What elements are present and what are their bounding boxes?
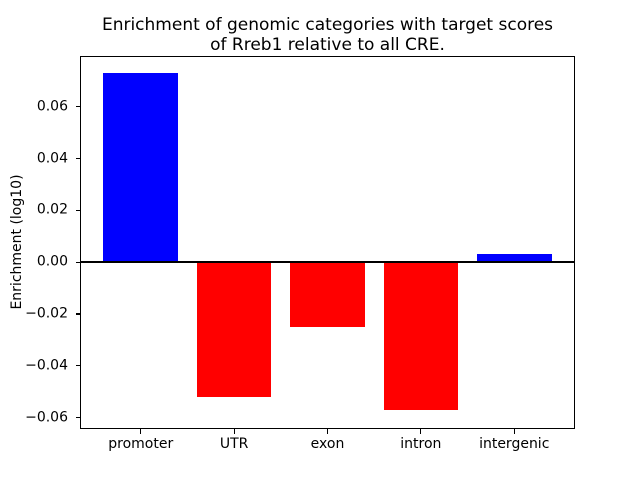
- x-tick-mark: [233, 429, 235, 434]
- x-tick-label: promoter: [108, 436, 174, 452]
- bar-UTR: [196, 262, 272, 397]
- plot-area: [80, 56, 575, 429]
- y-tick-mark: [76, 365, 81, 367]
- y-tick-label: 0.04: [36, 150, 68, 167]
- bar-intron: [383, 262, 459, 410]
- zero-line: [81, 261, 574, 264]
- y-axis-label: Enrichment (log10): [9, 174, 25, 310]
- x-tick-mark: [420, 429, 422, 434]
- x-tick-mark: [140, 429, 142, 434]
- bar-promoter: [103, 73, 179, 263]
- x-tick-mark: [326, 429, 329, 434]
- x-tick-label: intron: [400, 436, 442, 452]
- y-tick-mark: [76, 209, 81, 211]
- y-tick-label: 0.02: [36, 202, 68, 219]
- x-tick-label: UTR: [219, 436, 249, 452]
- chart-title: Enrichment of genomic categories with ta…: [101, 15, 554, 55]
- y-tick-label: 0.06: [36, 98, 68, 115]
- y-tick-label: −0.04: [25, 357, 68, 374]
- y-tick-label: −0.02: [25, 305, 68, 322]
- y-tick-label: −0.06: [25, 409, 68, 426]
- x-tick-mark: [513, 429, 515, 434]
- y-tick-mark: [76, 417, 81, 419]
- bar-exon: [290, 262, 365, 327]
- y-tick-label: 0.00: [36, 253, 68, 270]
- y-tick-mark: [76, 313, 81, 315]
- x-tick-label: intergenic: [479, 436, 550, 452]
- x-tick-label: exon: [310, 436, 345, 452]
- y-tick-mark: [76, 106, 81, 108]
- y-tick-mark: [76, 261, 81, 263]
- bar-intergenic: [476, 254, 552, 263]
- y-tick-mark: [76, 157, 81, 160]
